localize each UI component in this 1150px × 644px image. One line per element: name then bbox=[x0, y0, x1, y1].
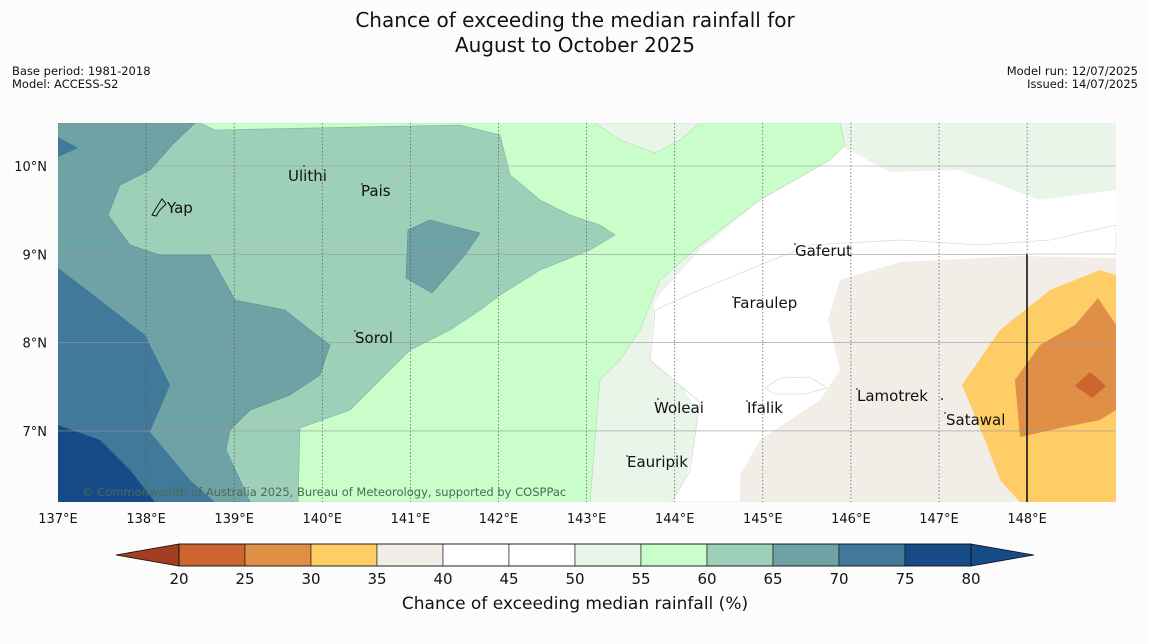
colorbar-tick-label: 50 bbox=[565, 570, 584, 588]
lamotrek-dot-marker bbox=[941, 398, 943, 400]
small-white-patch bbox=[764, 376, 828, 395]
longitude-label: 143°E bbox=[567, 512, 607, 527]
latitude-label: 9°N bbox=[23, 248, 48, 263]
colorbar-cell bbox=[178, 543, 246, 567]
lamotrek-marker bbox=[856, 388, 858, 390]
place-label-gaferut: Gaferut bbox=[795, 242, 852, 260]
place-label-ifalik: Ifalik bbox=[747, 399, 783, 417]
longitude-label: 141°E bbox=[391, 512, 431, 527]
longitude-label: 140°E bbox=[303, 512, 343, 527]
longitude-label: 138°E bbox=[126, 512, 166, 527]
place-label-eauripik: Eauripik bbox=[627, 453, 688, 471]
title-line-2: August to October 2025 bbox=[454, 33, 696, 57]
colorbar-cell bbox=[310, 543, 378, 567]
title-line-1: Chance of exceeding the median rainfall … bbox=[355, 8, 795, 32]
longitude-label: 146°E bbox=[831, 512, 871, 527]
longitude-labels: 137°E 138°E 139°E 140°E 141°E 142°E 143°E 144°E… bbox=[38, 512, 1047, 527]
model-text: Model: ACCESS-S2 bbox=[12, 77, 119, 91]
longitude-label: 147°E bbox=[919, 512, 959, 527]
faraulep-marker bbox=[732, 296, 734, 298]
colorbar-tick-label: 30 bbox=[301, 570, 320, 588]
colorbar-cell bbox=[838, 543, 906, 567]
yap-island-outline bbox=[151, 198, 167, 217]
satawal-marker bbox=[944, 412, 946, 414]
colorbar-tick-label: 25 bbox=[235, 570, 254, 588]
meta-right: Model run: 12/07/2025 Issued: 14/07/2025 bbox=[1007, 65, 1138, 91]
place-label-yap: Yap bbox=[166, 199, 193, 217]
base-period-text: Base period: 1981-2018 bbox=[12, 64, 151, 78]
model-run-text: Model run: 12/07/2025 bbox=[1006, 64, 1138, 78]
band-70-75-island bbox=[405, 219, 481, 294]
woleai-marker bbox=[657, 398, 659, 400]
band-over-80 bbox=[58, 425, 155, 502]
sorol-marker bbox=[354, 330, 356, 332]
colorbar-cell bbox=[376, 543, 444, 567]
colorbar-tick-label: 80 bbox=[961, 570, 980, 588]
longitude-label: 148°E bbox=[1007, 512, 1047, 527]
place-label-satawal: Satawal bbox=[946, 411, 1005, 429]
band-30-35 bbox=[1015, 298, 1116, 437]
place-label-pais: Pais bbox=[361, 182, 391, 200]
longitude-label: 137°E bbox=[38, 512, 78, 527]
colorbar-cell bbox=[904, 543, 972, 567]
colorbar-cell bbox=[640, 543, 708, 567]
colorbar-cell bbox=[508, 543, 576, 567]
colorbar-tick-label: 20 bbox=[169, 570, 188, 588]
longitude-label: 139°E bbox=[214, 512, 254, 527]
place-label-ulithi: Ulithi bbox=[288, 167, 327, 185]
colorbar-label: Chance of exceeding median rainfall (%) bbox=[401, 594, 749, 614]
place-label-faraulep: Faraulep bbox=[733, 294, 797, 312]
colorbar-tick-label: 45 bbox=[499, 570, 518, 588]
colorbar-over-arrow bbox=[970, 543, 1035, 567]
rainfall-probability-map bbox=[58, 123, 1116, 502]
colorbar-tick-label: 65 bbox=[763, 570, 782, 588]
copyright-text: © Commonwealth of Australia 2025, Bureau… bbox=[82, 485, 566, 499]
place-label-lamotrek: Lamotrek bbox=[857, 387, 928, 405]
gaferut-marker bbox=[794, 243, 796, 245]
longitude-label: 142°E bbox=[479, 512, 519, 527]
colorbar-tick-label: 35 bbox=[367, 570, 386, 588]
latitude-label: 8°N bbox=[23, 337, 48, 352]
colorbar-frame bbox=[178, 543, 972, 567]
ifalik-marker bbox=[746, 400, 748, 402]
map-gridlines bbox=[58, 123, 1116, 502]
longitude-label: 145°E bbox=[743, 512, 783, 527]
pais-marker bbox=[361, 183, 363, 185]
band-75-80-north bbox=[58, 137, 78, 157]
colorbar-cell bbox=[772, 543, 840, 567]
colorbar-cell bbox=[574, 543, 642, 567]
place-markers bbox=[303, 165, 946, 457]
map-title: Chance of exceeding the median rainfall … bbox=[0, 8, 1150, 58]
colorbar-cell bbox=[706, 543, 774, 567]
colorbar-tick-label: 60 bbox=[697, 570, 716, 588]
issued-text: Issued: 14/07/2025 bbox=[1027, 77, 1138, 91]
colorbar: 20 25 30 35 40 45 50 55 60 65 70 75 80 bbox=[115, 543, 1035, 588]
band-25-30 bbox=[1075, 372, 1106, 398]
colorbar-cell bbox=[244, 543, 312, 567]
latitude-label: 7°N bbox=[23, 425, 48, 440]
latitude-label: 10°N bbox=[14, 160, 47, 175]
colorbar-tick-label: 70 bbox=[829, 570, 848, 588]
eauripik-marker bbox=[626, 455, 628, 457]
ulithi-marker bbox=[303, 165, 305, 167]
colorbar-cell bbox=[442, 543, 510, 567]
place-label-woleai: Woleai bbox=[654, 399, 704, 417]
band-55-60-notch bbox=[594, 123, 701, 154]
colorbar-tick-label: 40 bbox=[433, 570, 452, 588]
meta-left: Base period: 1981-2018 Model: ACCESS-S2 bbox=[12, 65, 151, 91]
longitude-label: 144°E bbox=[655, 512, 695, 527]
colorbar-tick-label: 75 bbox=[895, 570, 914, 588]
latitude-labels: 10°N 9°N 8°N 7°N bbox=[14, 160, 47, 440]
colorbar-tick-label: 55 bbox=[631, 570, 650, 588]
colorbar-under-arrow bbox=[115, 543, 180, 567]
place-label-sorol: Sorol bbox=[355, 329, 393, 347]
band-60-65-south bbox=[480, 380, 590, 502]
